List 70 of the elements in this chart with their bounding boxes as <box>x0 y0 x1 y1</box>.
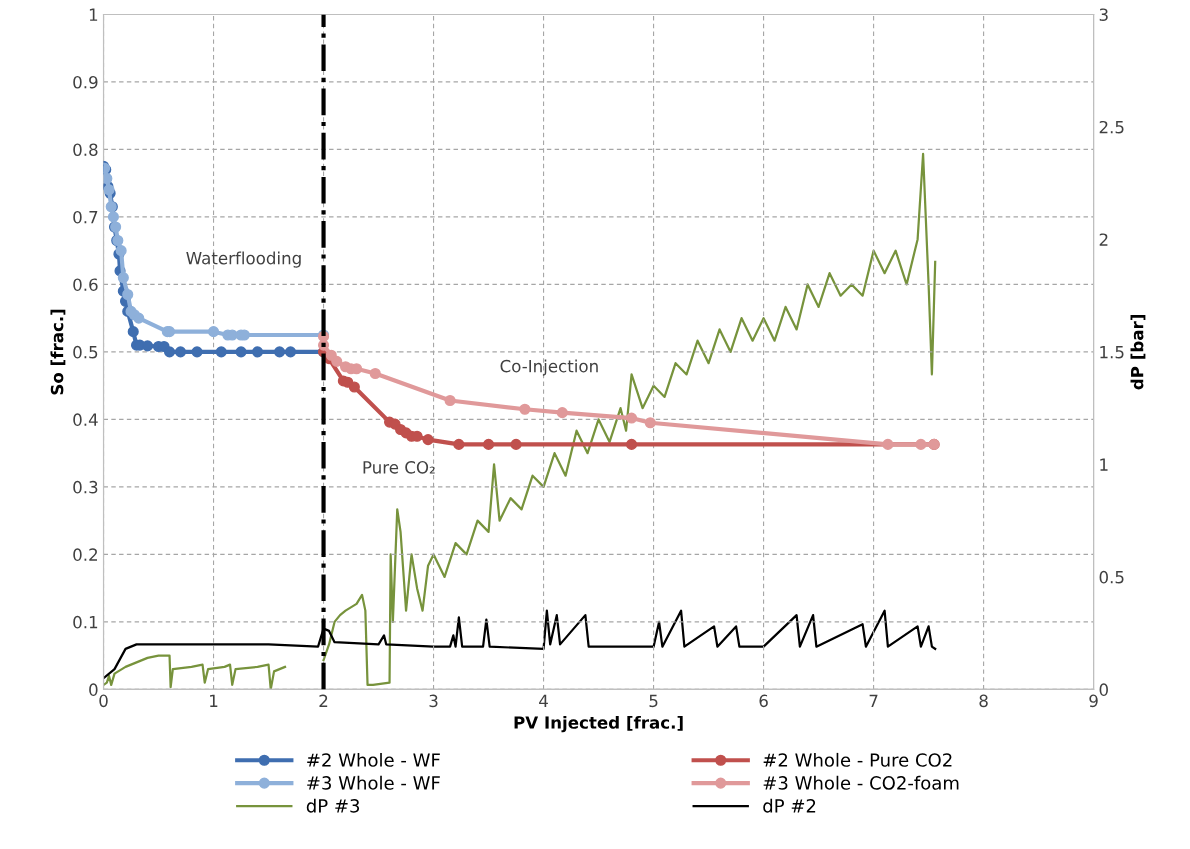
point <box>510 438 522 450</box>
point <box>103 172 113 185</box>
legend-label: #3 Whole - CO2-foam <box>763 775 959 790</box>
y2-tick-label: 2 <box>1099 233 1108 246</box>
point <box>644 417 656 429</box>
point <box>133 312 145 324</box>
legend-label: dP #2 <box>763 798 816 813</box>
point <box>207 326 220 338</box>
point <box>626 412 638 424</box>
x-tick-label: 0 <box>99 694 108 708</box>
point <box>519 403 531 415</box>
point <box>915 438 927 450</box>
x-tick-label: 1 <box>210 694 218 707</box>
point <box>215 346 227 358</box>
x-tick-label: 3 <box>429 694 438 708</box>
y2-tick-label: 1.5 <box>1100 346 1124 359</box>
point <box>107 211 119 223</box>
y2-axis-title: dP [bar] <box>1130 315 1146 390</box>
y-axis-title: So [frac.] <box>50 309 66 395</box>
legend-label: #2 Whole - WF <box>307 752 440 767</box>
y-tick-label: 0.2 <box>73 548 97 561</box>
y2-tick-label: 1 <box>1100 458 1108 471</box>
point <box>174 346 187 358</box>
point <box>882 438 894 450</box>
point <box>626 438 638 450</box>
y-tick-label: 0.3 <box>73 480 98 494</box>
point <box>444 394 456 407</box>
point <box>163 346 176 358</box>
y-tick-label: 0.6 <box>73 278 98 291</box>
point <box>331 355 343 367</box>
x-tick-label: 5 <box>649 694 658 708</box>
y-tick-label: 0.8 <box>73 143 98 156</box>
y-tick-label: 0.4 <box>73 413 98 426</box>
x-tick-label: 2 <box>319 694 328 707</box>
x-tick-label: 4 <box>539 694 548 707</box>
y-tick-label: 0.7 <box>73 210 98 224</box>
x-tick-label: 9 <box>1089 694 1098 708</box>
y-tick-label: 1 <box>89 8 98 21</box>
x-axis-title: PV Injected [frac.] <box>514 715 683 733</box>
point <box>348 381 360 393</box>
point <box>483 438 495 450</box>
y-tick-label: 0 <box>89 683 98 696</box>
y-tick-label: 0.9 <box>73 75 98 89</box>
y2-tick-label: 0.5 <box>1099 570 1124 584</box>
point <box>191 346 203 358</box>
annotation: Pure CO₂ <box>363 461 435 474</box>
annotation: Waterflooding <box>186 251 301 268</box>
x-tick-label: 6 <box>759 694 768 708</box>
point <box>122 288 134 301</box>
x-tick-label: 7 <box>869 694 878 707</box>
y2-tick-label: 2.5 <box>1099 120 1124 134</box>
point <box>284 346 297 358</box>
annotation: Co-Injection <box>500 359 598 376</box>
legend-label: #2 Whole - Pure CO2 <box>763 752 952 767</box>
legend-label: dP #3 <box>306 798 360 813</box>
point <box>117 272 129 284</box>
y2-tick-label: 3 <box>1099 8 1108 21</box>
point <box>556 407 568 419</box>
point <box>235 346 247 358</box>
point <box>422 434 434 446</box>
point <box>453 438 465 450</box>
y-tick-label: 0.1 <box>73 615 98 629</box>
legend-label: #3 Whole - WF <box>307 775 440 790</box>
y2-tick-label: 0 <box>1099 683 1108 696</box>
point <box>369 367 381 380</box>
point <box>273 346 286 358</box>
y-tick-label: 0.5 <box>73 345 98 359</box>
x-tick-label: 8 <box>979 694 988 708</box>
point <box>251 346 264 358</box>
point <box>127 326 139 338</box>
